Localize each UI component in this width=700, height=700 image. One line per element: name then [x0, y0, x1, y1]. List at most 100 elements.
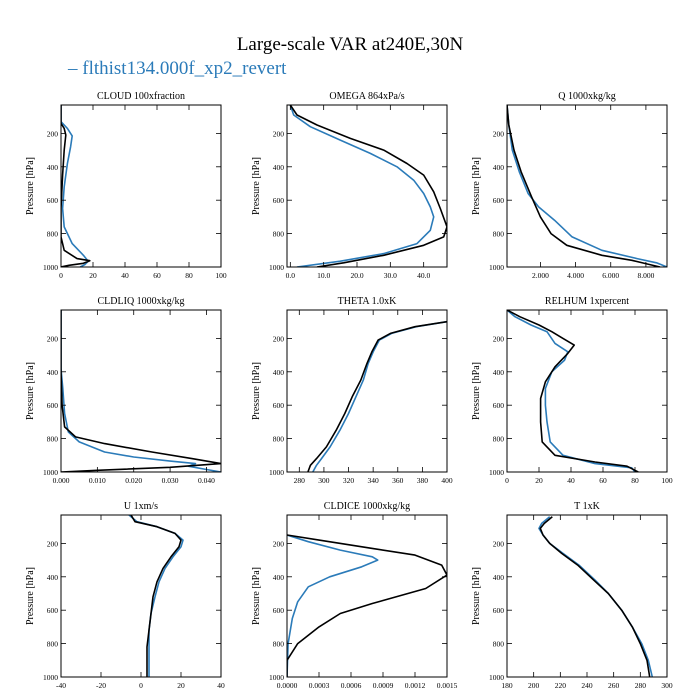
series-line-1 [61, 310, 221, 472]
x-tick-label: 360 [392, 476, 404, 485]
x-tick-label: 0.0015 [437, 681, 458, 690]
x-tick-label: 20 [177, 681, 185, 690]
panel-title: OMEGA 864xPa/s [329, 91, 404, 102]
x-tick-label: 0.0 [286, 271, 296, 280]
x-tick-label: 300 [661, 681, 673, 690]
plot-frame [286, 104, 448, 268]
y-tick-label: 400 [273, 573, 285, 582]
plot-frame [286, 514, 448, 678]
series-line-2 [287, 534, 447, 677]
y-axis-label: Pressure [hPa] [25, 157, 36, 215]
y-tick-label: 400 [273, 368, 285, 377]
panel-title: Q 1000xkg/kg [558, 91, 616, 102]
x-tick-label: 260 [608, 681, 620, 690]
y-tick-label: 200 [47, 539, 59, 548]
y-tick-label: 1000 [43, 263, 58, 272]
y-tick-label: 800 [273, 640, 285, 649]
y-tick-label: 400 [493, 573, 505, 582]
x-tick-label: 80 [631, 476, 639, 485]
x-tick-label: 240 [581, 681, 593, 690]
x-tick-label: 340 [368, 476, 380, 485]
panel-3: Q 1000xkg/kg Pressure [hPa] 2.000 4.000 6.00… [471, 91, 668, 280]
y-tick-label: 200 [47, 334, 59, 343]
x-tick-label: 20 [89, 271, 97, 280]
y-tick-label: 600 [47, 196, 59, 205]
y-axis-label: Pressure [hPa] [471, 362, 482, 420]
x-tick-label: 60 [599, 476, 607, 485]
panel-title: U 1xm/s [124, 501, 158, 512]
y-tick-label: 1000 [269, 673, 284, 682]
y-tick-label: 1000 [489, 673, 504, 682]
x-tick-label: 8.000 [637, 271, 654, 280]
panel-8: CLDICE 1000xkg/kg Pressure [hPa] 0.0000 0.0… [251, 501, 458, 690]
panel-title: T 1xK [574, 501, 600, 512]
series-line-1 [507, 310, 636, 472]
y-axis-label: Pressure [hPa] [471, 567, 482, 625]
series-line-1 [128, 515, 184, 677]
x-tick-label: 0.020 [125, 476, 142, 485]
legend: – flthist134.000f_xp2_revert [68, 58, 286, 80]
y-axis-label: Pressure [hPa] [471, 157, 482, 215]
x-tick-label: 40 [217, 681, 225, 690]
y-tick-label: 800 [493, 230, 505, 239]
plot-frame [286, 309, 448, 473]
series-line-1 [312, 320, 447, 472]
panel-5: THETA 1.0xK Pressure [hPa] 280 300 320 340 360… [251, 296, 453, 485]
series-line-1 [289, 105, 435, 267]
y-tick-label: 400 [47, 368, 59, 377]
x-tick-label: 180 [501, 681, 513, 690]
series-line-2 [507, 310, 639, 472]
y-tick-label: 1000 [269, 263, 284, 272]
x-tick-label: 20 [535, 476, 543, 485]
x-tick-label: 0.030 [162, 476, 179, 485]
x-tick-label: 320 [343, 476, 355, 485]
x-tick-label: 400 [441, 476, 453, 485]
y-tick-label: 600 [273, 401, 285, 410]
x-tick-label: -40 [56, 681, 66, 690]
x-tick-label: 200 [528, 681, 540, 690]
x-tick-label: 100 [661, 476, 673, 485]
series-line-1 [507, 105, 667, 267]
y-tick-label: 400 [273, 163, 285, 172]
x-tick-label: 280 [635, 681, 647, 690]
y-axis-label: Pressure [hPa] [251, 157, 262, 215]
y-tick-label: 800 [273, 230, 285, 239]
panel-4: CLDLIQ 1000xkg/kg Pressure [hPa] 0.000 0.01… [25, 296, 222, 485]
series-line-1 [538, 516, 654, 677]
panel-6: RELHUM 1xpercent Pressure [hPa] 0 20 40 60 80 1… [471, 296, 673, 485]
y-tick-label: 200 [493, 539, 505, 548]
x-tick-label: 40 [567, 476, 575, 485]
y-tick-label: 800 [47, 435, 59, 444]
y-tick-label: 200 [273, 334, 285, 343]
panel-title: RELHUM 1xpercent [545, 296, 629, 307]
y-tick-label: 400 [493, 368, 505, 377]
y-axis-label: Pressure [hPa] [251, 567, 262, 625]
series-line-2 [61, 105, 91, 267]
y-tick-label: 400 [493, 163, 505, 172]
panel-2: OMEGA 864xPa/s Pressure [hPa] 0.0 10.0 20.0 3… [251, 91, 448, 280]
panel-title: CLOUD 100xfraction [97, 91, 185, 102]
y-axis-label: Pressure [hPa] [25, 362, 36, 420]
y-tick-label: 200 [273, 129, 285, 138]
x-tick-label: 40.0 [417, 271, 430, 280]
y-axis-label: Pressure [hPa] [251, 362, 262, 420]
y-tick-label: 200 [273, 539, 285, 548]
y-tick-label: 600 [493, 196, 505, 205]
panel-title: CLDICE 1000xkg/kg [324, 501, 410, 512]
series-line-2 [507, 105, 661, 267]
x-tick-label: 220 [555, 681, 567, 690]
x-tick-label: 0 [505, 476, 509, 485]
y-tick-label: 800 [47, 640, 59, 649]
y-tick-label: 600 [493, 606, 505, 615]
y-tick-label: 600 [47, 401, 59, 410]
y-tick-label: 600 [47, 606, 59, 615]
x-tick-label: 30.0 [384, 271, 397, 280]
panel-1: CLOUD 100xfraction Pressure [hPa] 0 20 40 60 8… [25, 91, 227, 280]
series-line-2 [289, 105, 447, 267]
legend-label: flthist134.000f_xp2_revert [82, 58, 287, 79]
y-tick-label: 800 [47, 230, 59, 239]
y-tick-label: 1000 [43, 673, 58, 682]
plot-frame [60, 309, 222, 473]
